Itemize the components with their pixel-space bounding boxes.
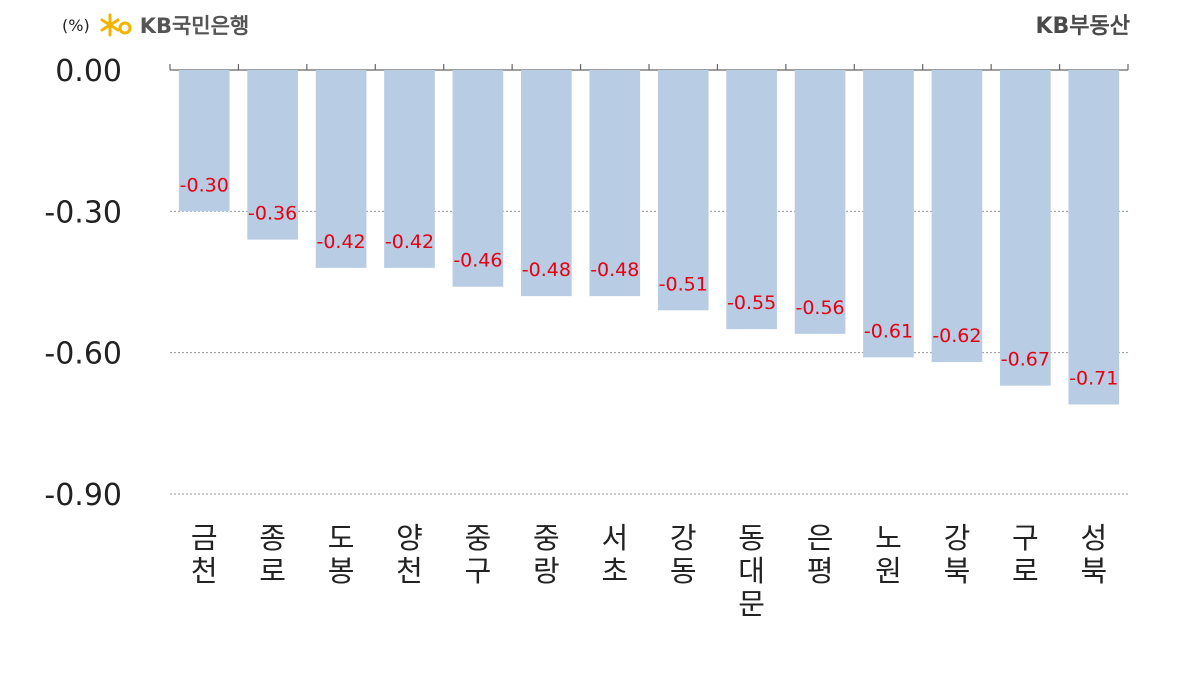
bank-name: KB국민은행 (139, 14, 250, 38)
data-label: -0.30 (180, 174, 229, 196)
y-tick-label: -0.60 (44, 337, 122, 372)
data-label: -0.46 (453, 250, 502, 272)
bank-logo: KB국민은행 (100, 10, 250, 40)
y-tick-label: -0.30 (44, 195, 122, 230)
data-label: -0.61 (864, 320, 913, 342)
data-label: -0.67 (1001, 349, 1050, 371)
bar (247, 70, 298, 240)
y-tick-label: 0.00 (55, 54, 122, 89)
chart-header: (%) KB국민은행 (62, 10, 249, 40)
bar (589, 70, 641, 297)
bar (931, 70, 983, 363)
y-tick-label: -0.90 (44, 478, 122, 513)
data-label: -0.71 (1069, 367, 1118, 389)
data-label: -0.42 (385, 231, 434, 253)
bar (863, 70, 914, 358)
bar (452, 70, 504, 287)
data-label: -0.55 (727, 292, 776, 314)
data-label: -0.48 (522, 259, 571, 281)
bar (726, 70, 777, 330)
data-label: -0.42 (316, 231, 365, 253)
brand-name: KB부동산 (1035, 14, 1130, 39)
bar (1000, 70, 1051, 386)
data-label: -0.56 (795, 297, 844, 319)
bar (657, 70, 709, 311)
bar (1068, 70, 1120, 405)
data-label: -0.48 (590, 259, 639, 281)
bar (384, 70, 435, 268)
kb-star-icon (100, 13, 132, 37)
bar (178, 70, 230, 212)
unit-label: (%) (62, 15, 90, 35)
brand-logo: KB부동산 (1035, 8, 1130, 40)
bar (521, 70, 572, 297)
data-label: -0.51 (659, 273, 708, 295)
data-label: -0.36 (248, 203, 297, 225)
bar (794, 70, 846, 334)
bar (315, 70, 367, 268)
data-label: -0.62 (932, 325, 981, 347)
